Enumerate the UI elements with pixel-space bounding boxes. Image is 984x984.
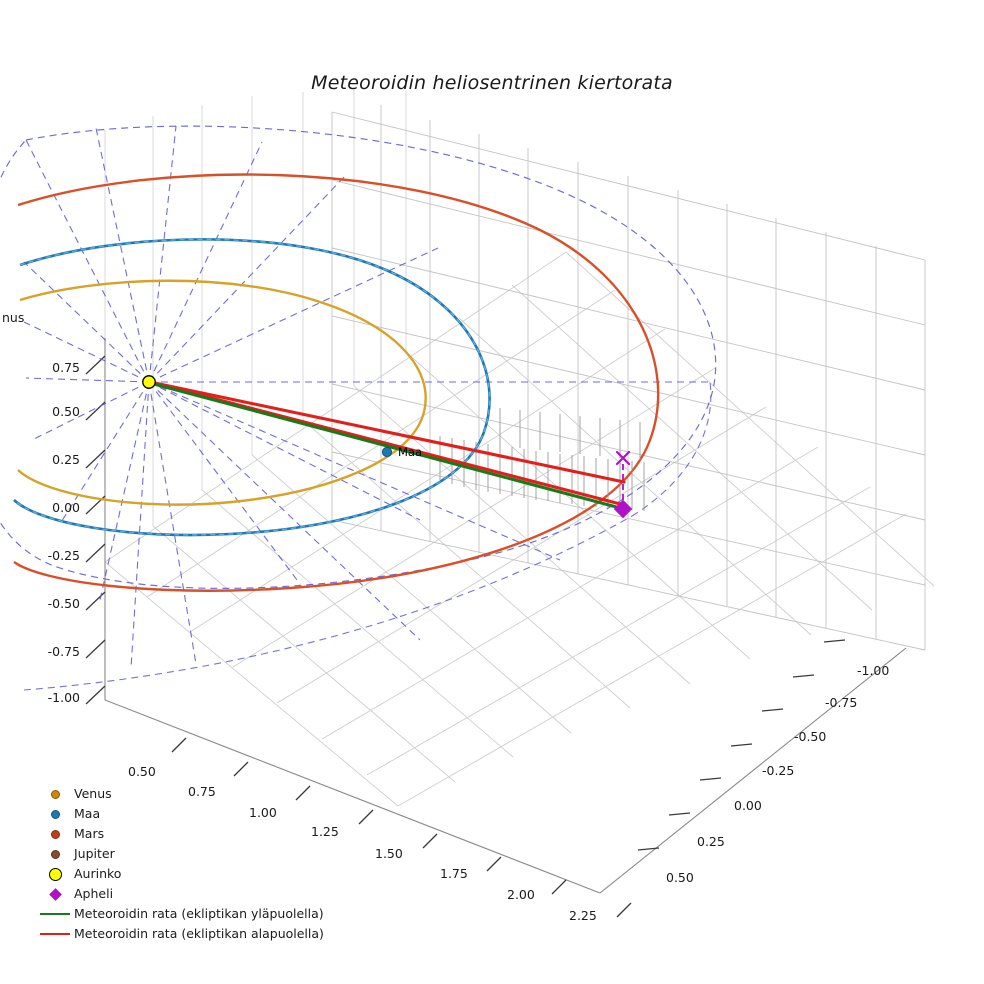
orbit-mars [13, 173, 660, 592]
legend-label-mars: Mars [74, 826, 105, 841]
legend-item-path-above[interactable]: Meteoroidin rata (ekliptikan yläpuolella… [36, 904, 346, 924]
y-tick-4: -0.50 [794, 729, 827, 744]
orbit-venus [17, 279, 427, 506]
x-tick-4: 1.50 [375, 846, 403, 861]
mars-dot-icon [36, 824, 74, 844]
z-tick-1: 0.50 [52, 404, 80, 419]
axis-spines [104, 338, 907, 894]
sun-dot-icon [36, 864, 74, 884]
y-axis-ticks [637, 639, 846, 851]
left-wall-grid [104, 90, 407, 562]
stem-lines [439, 408, 645, 511]
z-tick-5: -0.50 [47, 596, 80, 611]
legend-label-apheli: Apheli [74, 886, 114, 901]
z-tick-0: 0.75 [52, 360, 80, 375]
red-line-icon [36, 924, 74, 944]
aphelion-diamond-icon [36, 884, 74, 904]
aphelion-cross-icon [615, 450, 631, 466]
y-tick-1: 0.25 [697, 834, 725, 849]
green-line-icon [36, 904, 74, 924]
legend-item-mars[interactable]: Mars [36, 824, 346, 844]
z-axis-label-clipped: nus [2, 310, 25, 325]
legend-item-aurinko[interactable]: Aurinko [36, 864, 346, 884]
jupiter-dot-icon [36, 844, 74, 864]
y-tick-3: -0.25 [762, 763, 795, 778]
legend-label-venus: Venus [74, 786, 112, 801]
z-tick-6: -0.75 [47, 644, 80, 659]
reference-dashed-lines [23, 125, 710, 669]
y-tick-0: 0.50 [666, 870, 694, 885]
earth-marker[interactable] [381, 446, 393, 458]
maa-dot-icon [36, 804, 74, 824]
meteoroid-path-above-ecliptic [148, 381, 626, 511]
z-axis-ticks [85, 355, 106, 705]
legend-item-apheli[interactable]: Apheli [36, 884, 346, 904]
legend-item-venus[interactable]: Venus [36, 784, 346, 804]
floor-grid [104, 251, 935, 807]
legend: Venus Maa Mars Jupiter Aurinko [36, 784, 346, 944]
legend-item-jupiter[interactable]: Jupiter [36, 844, 346, 864]
x-tick-3: 1.25 [311, 824, 339, 839]
legend-label-maa: Maa [74, 806, 101, 821]
orbit-maa [13, 238, 491, 537]
page-title: Meteoroidin heliosentrinen kiertorata [311, 72, 673, 94]
maa-point-label: Maa [398, 445, 423, 459]
legend-item-maa[interactable]: Maa [36, 804, 346, 824]
legend-label-path-above: Meteoroidin rata (ekliptikan yläpuolella… [74, 906, 324, 921]
x-axis-ticks [171, 737, 632, 918]
aphelion-marker[interactable] [613, 499, 633, 519]
x-tick-6: 2.00 [507, 887, 535, 902]
x-tick-5: 1.75 [440, 866, 468, 881]
x-tick-0: 0.50 [128, 764, 156, 779]
legend-label-jupiter: Jupiter [74, 846, 115, 861]
x-tick-1: 0.75 [188, 784, 216, 799]
z-tick-3: 0.00 [52, 500, 80, 515]
venus-dot-icon [36, 784, 74, 804]
z-tick-7: -1.00 [47, 690, 80, 705]
meteoroid-orbit-projection [0, 125, 717, 589]
y-tick-5: -0.75 [825, 695, 858, 710]
y-tick-6: -1.00 [857, 663, 890, 678]
x-tick-7: 2.25 [569, 908, 597, 923]
legend-item-path-below[interactable]: Meteoroidin rata (ekliptikan alapuolella… [36, 924, 346, 944]
y-tick-2: 0.00 [734, 798, 762, 813]
ecliptic-plane-dashed [23, 381, 712, 691]
legend-label-aurinko: Aurinko [74, 866, 122, 881]
z-tick-4: -0.25 [47, 548, 80, 563]
sun-marker[interactable] [142, 375, 156, 389]
z-tick-2: 0.25 [52, 452, 80, 467]
legend-label-path-below: Meteoroidin rata (ekliptikan alapuolella… [74, 926, 324, 941]
x-tick-2: 1.00 [249, 805, 277, 820]
